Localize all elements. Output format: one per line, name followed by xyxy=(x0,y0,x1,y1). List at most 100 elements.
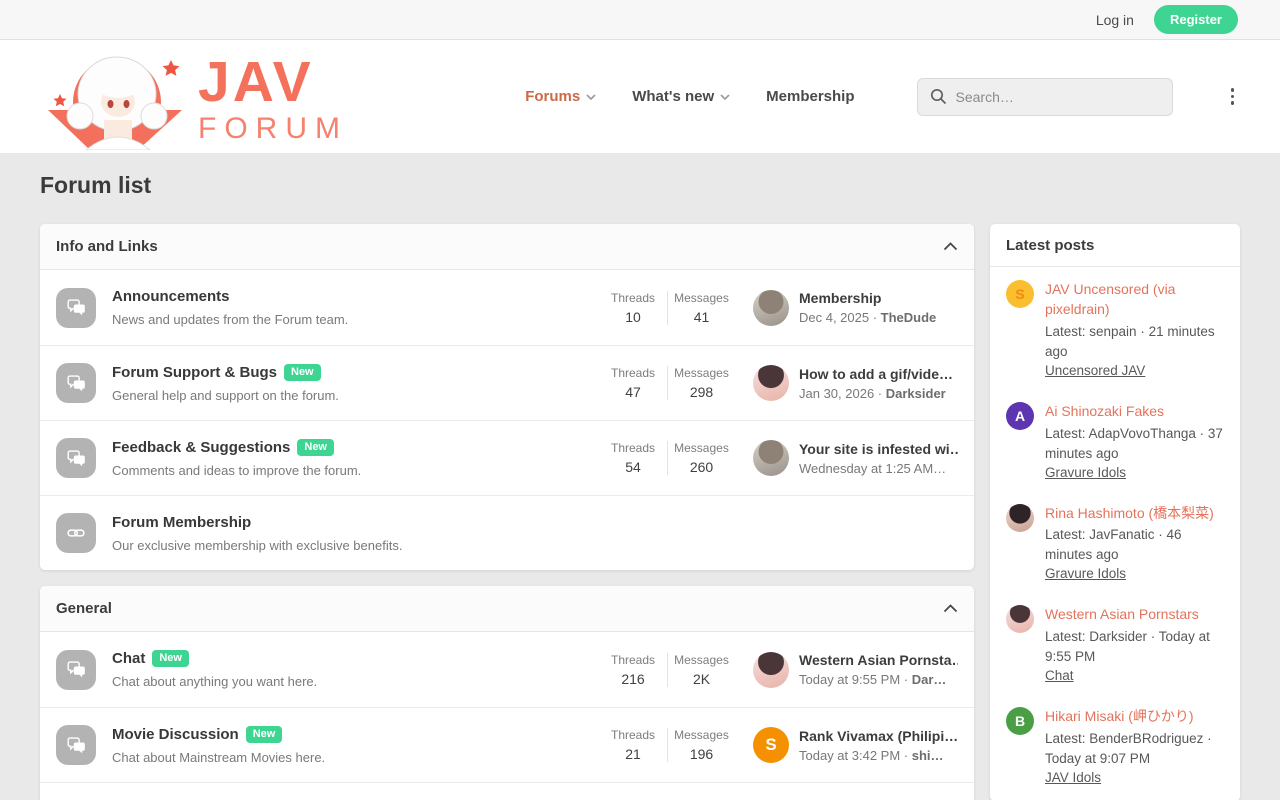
chat-bubbles-icon xyxy=(56,725,96,765)
post-forum-link[interactable]: Gravure Idols xyxy=(1045,464,1127,480)
latest-thread-link[interactable]: How to add a gif/vide… xyxy=(799,365,954,382)
sidebar: Latest posts S JAV Uncensored (via pixel… xyxy=(990,224,1240,800)
post-title-link[interactable]: Ai Shinozaki Fakes xyxy=(1045,402,1165,419)
content-area: Info and Links Announcements News and up… xyxy=(0,224,1280,800)
latest-meta: Wednesday at 1:25 AM… xyxy=(799,460,947,476)
post-meta: Latest: Darksider · Today at 9:55 PM xyxy=(1045,629,1210,665)
messages-stat: Messages 2K xyxy=(667,652,735,687)
nav-membership-label: Membership xyxy=(766,88,855,105)
avatar[interactable] xyxy=(1006,605,1034,634)
chat-bubbles-icon xyxy=(56,649,96,690)
latest-thread-link[interactable]: Western Asian Pornsta… xyxy=(799,652,958,668)
new-badge: New xyxy=(284,363,321,381)
nav-item-whats-new[interactable]: What's new xyxy=(632,88,730,105)
nav-whats-new-label: What's new xyxy=(632,88,715,105)
threads-stat: Threads 47 xyxy=(610,366,656,400)
post-meta: Latest: AdapVovoThanga · 37 minutes ago xyxy=(1045,425,1223,461)
threads-stat: Threads 216 xyxy=(610,652,656,687)
chat-bubbles-icon xyxy=(56,438,96,478)
nav-item-forums[interactable]: Forums xyxy=(525,88,596,105)
latest-thread-link[interactable]: Your site is infested wi… xyxy=(799,440,958,457)
forum-row: Feedback & Suggestions New Comments and i… xyxy=(40,420,974,495)
forum-description: Comments and ideas to improve the forum. xyxy=(112,462,362,478)
forum-title-link[interactable]: Chat xyxy=(112,650,146,667)
logo-subtitle: FORUM xyxy=(198,111,348,145)
latest-meta: Today at 3:42 PM · shi… xyxy=(799,747,944,763)
latest-post-avatar[interactable] xyxy=(753,365,789,401)
latest-post-avatar[interactable]: S xyxy=(753,727,789,763)
post-title-link[interactable]: Hikari Misaki (岬ひかり) xyxy=(1045,708,1194,725)
messages-stat: Messages 41 xyxy=(667,290,735,325)
latest-thread-link[interactable]: Rank Vivamax (Philipi… xyxy=(799,727,958,744)
messages-stat: Messages 298 xyxy=(667,366,735,400)
chat-bubbles-icon xyxy=(56,363,96,403)
page-title: Forum list xyxy=(40,172,152,198)
chat-bubbles-icon xyxy=(56,287,96,328)
chevron-up-icon[interactable] xyxy=(943,242,958,251)
latest-post-avatar[interactable] xyxy=(753,440,789,476)
chain-link-icon xyxy=(56,513,96,553)
forum-description: Our exclusive membership with exclusive … xyxy=(112,537,403,553)
category-card-info-and-links: Info and Links Announcements News and up… xyxy=(40,224,974,570)
forum-row: Movie Discussion New Chat about Mainstrea… xyxy=(40,707,974,782)
latest-thread-link[interactable]: Membership xyxy=(799,290,882,306)
latest-post-item: A Ai Shinozaki Fakes Latest: AdapVovoTha… xyxy=(990,389,1240,491)
threads-stat: Threads 21 xyxy=(610,728,656,762)
post-meta: Latest: BenderBRodriguez · Today at 9:07… xyxy=(1045,731,1212,766)
forum-description: Chat about anything you want here. xyxy=(112,674,318,689)
messages-stat: Messages 260 xyxy=(667,441,735,475)
site-logo[interactable]: JAV FORUM xyxy=(40,44,348,150)
login-link[interactable]: Log in xyxy=(1095,11,1134,28)
avatar[interactable]: S xyxy=(1006,280,1034,308)
category-header[interactable]: Info and Links xyxy=(40,224,974,270)
forum-title-link[interactable]: Movie Discussion xyxy=(112,725,239,743)
chevron-down-icon xyxy=(720,93,730,100)
forum-list-column: Info and Links Announcements News and up… xyxy=(40,224,974,800)
post-forum-link[interactable]: Uncensored JAV xyxy=(1045,362,1146,378)
top-bar: Log in Register xyxy=(0,0,1280,40)
post-meta: Latest: senpain · 21 minutes ago xyxy=(1045,323,1215,359)
forum-row: Forum Membership Our exclusive membershi… xyxy=(40,495,974,570)
latest-posts-card: Latest posts S JAV Uncensored (via pixel… xyxy=(990,224,1240,800)
forum-title-link[interactable]: Forum Support & Bugs xyxy=(112,363,277,381)
avatar[interactable]: A xyxy=(1006,401,1034,430)
nav-forums-label: Forums xyxy=(525,88,581,105)
avatar[interactable] xyxy=(1006,503,1034,532)
nav-item-membership[interactable]: Membership xyxy=(766,88,854,105)
latest-post-item: B Hikari Misaki (岬ひかり) Latest: BenderBRo… xyxy=(990,694,1240,800)
forum-title-link[interactable]: Feedback & Suggestions xyxy=(112,438,291,456)
post-forum-link[interactable]: Chat xyxy=(1045,668,1074,684)
overflow-menu-button[interactable] xyxy=(1225,82,1241,111)
forum-title-link[interactable]: Forum Membership xyxy=(112,513,252,531)
forum-row: Forum Support & Bugs New General help and… xyxy=(40,345,974,420)
post-title-link[interactable]: JAV Uncensored (via pixeldrain) xyxy=(1045,281,1176,317)
chevron-up-icon[interactable] xyxy=(943,604,958,613)
register-button[interactable]: Register xyxy=(1153,5,1238,34)
search-input[interactable] xyxy=(955,88,1160,105)
latest-post-avatar[interactable] xyxy=(753,651,789,688)
forum-row: Chat New Chat about anything you want her… xyxy=(40,632,974,707)
category-header[interactable]: General xyxy=(40,586,974,632)
post-title-link[interactable]: Rina Hashimoto (橋本梨菜) xyxy=(1045,504,1214,521)
star-icon xyxy=(162,59,180,76)
site-header: JAV FORUM Forums What's new Membership xyxy=(0,40,1280,153)
post-forum-link[interactable]: Gravure Idols xyxy=(1045,566,1127,582)
logo-wordmark: JAV FORUM xyxy=(198,50,348,144)
avatar[interactable]: B xyxy=(1006,707,1034,736)
latest-post-avatar[interactable] xyxy=(753,289,789,326)
latest-posts-title: Latest posts xyxy=(990,224,1240,267)
logo-mascot-illustration xyxy=(48,56,182,150)
search-box xyxy=(916,77,1173,116)
new-badge: New xyxy=(245,725,283,743)
forum-description: Chat about Mainstream Movies here. xyxy=(112,749,326,765)
star-icon xyxy=(53,93,67,106)
main-nav: Forums What's new Membership xyxy=(525,77,1241,116)
messages-stat: Messages 196 xyxy=(667,728,735,762)
forum-title-link[interactable]: Announcements xyxy=(112,288,230,305)
post-forum-link[interactable]: JAV Idols xyxy=(1045,769,1102,785)
post-title-link[interactable]: Western Asian Pornstars xyxy=(1045,606,1199,623)
latest-meta: Today at 9:55 PM · Dar… xyxy=(799,672,947,687)
forum-description: News and updates from the Forum team. xyxy=(112,312,349,327)
forum-description: General help and support on the forum. xyxy=(112,387,339,403)
